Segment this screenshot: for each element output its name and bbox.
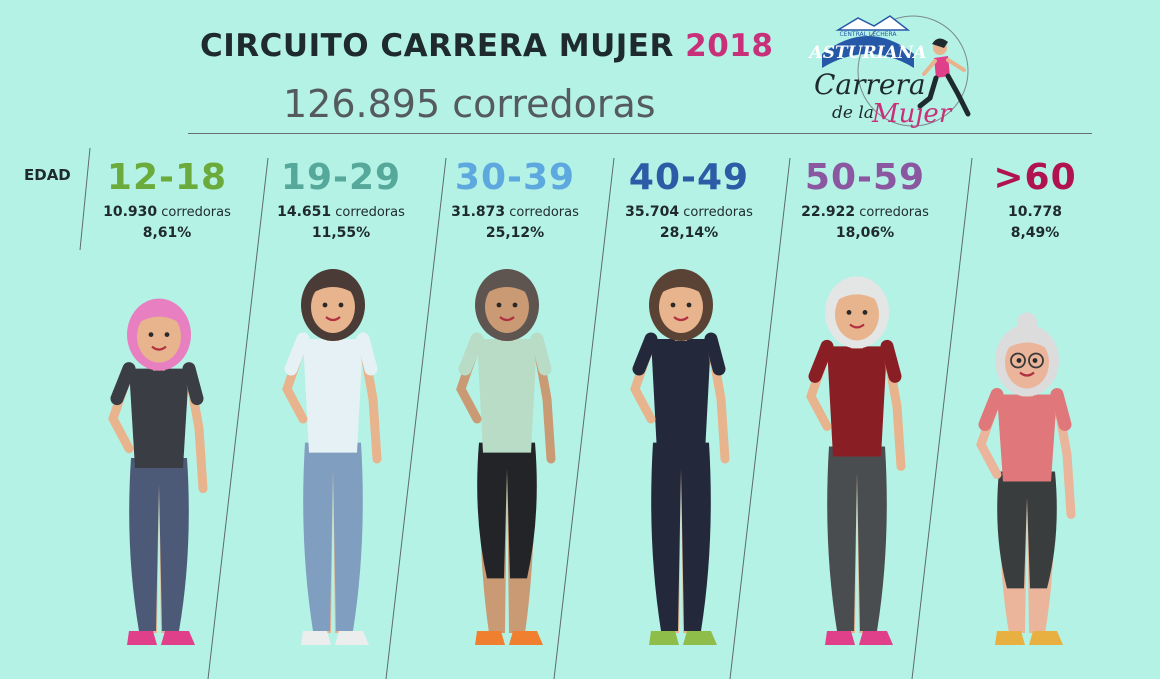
age-group-header: 30-39 31.873 corredoras 25,12%: [430, 157, 600, 242]
header-divider: [188, 133, 1092, 134]
logo-top-text: CENTRAL LECHERA: [839, 31, 897, 38]
title-main: CIRCUITO CARRERA MUJER: [200, 28, 674, 64]
runner-count-value: 10.930: [103, 204, 158, 220]
column-divider: [911, 157, 973, 679]
percent-label: 18,06%: [835, 225, 895, 241]
runner-count-unit: corredoras: [157, 205, 231, 220]
runner-count-value: 31.873: [451, 204, 506, 220]
column-divider: [385, 157, 447, 679]
age-range-label: 50-59: [804, 157, 926, 198]
column-divider: [207, 157, 269, 679]
logo-line1: Carrera: [814, 68, 926, 101]
runner-count-label: 10.778: [950, 204, 1120, 220]
runner-count-label: 22.922 corredoras: [780, 204, 950, 220]
runner-count-unit: corredoras: [855, 205, 929, 220]
column-divider: [79, 147, 91, 251]
runner-count-label: 14.651 corredoras: [256, 204, 426, 220]
woman-illustration: [108, 298, 208, 645]
runner-count-value: 22.922: [801, 204, 856, 220]
age-group-header: 40-49 35.704 corredoras 28,14%: [604, 157, 774, 242]
logo-brand: ASTURIANA: [808, 43, 926, 63]
total-runners: 126.895 corredoras: [283, 82, 656, 126]
percent-label: 8,49%: [1010, 225, 1060, 241]
age-group-header: >60 10.778 8,49%: [950, 157, 1120, 242]
woman-illustration: [806, 276, 906, 645]
runner-count-value: 10.778: [1007, 204, 1063, 220]
page-title: CIRCUITO CARRERA MUJER 2018: [200, 28, 773, 64]
runner-count-unit: corredoras: [679, 205, 753, 220]
woman-illustration: [630, 269, 730, 645]
woman-illustration: [456, 269, 556, 645]
runner-count-label: 10.930 corredoras: [82, 204, 252, 220]
runner-count-unit: corredoras: [331, 205, 405, 220]
percent-label: 28,14%: [659, 225, 719, 241]
age-group-header: 12-18 10.930 corredoras 8,61%: [82, 157, 252, 242]
age-group-header: 19-29 14.651 corredoras 11,55%: [256, 157, 426, 242]
column-divider: [553, 157, 615, 679]
axis-label-edad: EDAD: [24, 166, 71, 184]
runner-icon: [917, 38, 971, 117]
logo-banner: [822, 36, 914, 68]
age-range-label: 19-29: [280, 157, 402, 198]
runner-count-value: 35.704: [625, 204, 680, 220]
runner-count-label: 31.873 corredoras: [430, 204, 600, 220]
logo-line3: Mujer: [871, 99, 953, 129]
age-range-label: >60: [993, 157, 1077, 198]
percent-label: 25,12%: [485, 225, 545, 241]
title-year: 2018: [685, 28, 774, 64]
woman-illustration: [976, 312, 1076, 645]
logo-line2: de la: [832, 103, 874, 123]
logo-mountains: [835, 15, 911, 31]
percent-label: 8,61%: [142, 225, 192, 241]
runner-count-unit: corredoras: [505, 205, 579, 220]
percent-label: 11,55%: [311, 225, 371, 241]
runner-count-value: 14.651: [277, 204, 332, 220]
column-divider: [729, 157, 791, 679]
age-range-label: 12-18: [106, 157, 228, 198]
age-range-label: 40-49: [628, 157, 750, 198]
runner-count-label: 35.704 corredoras: [604, 204, 774, 220]
carrera-mujer-logo: CENTRAL LECHERA ASTURIANA Carrera de la …: [808, 15, 971, 129]
age-group-header: 50-59 22.922 corredoras 18,06%: [780, 157, 950, 242]
woman-illustration: [282, 269, 382, 645]
age-range-label: 30-39: [454, 157, 576, 198]
